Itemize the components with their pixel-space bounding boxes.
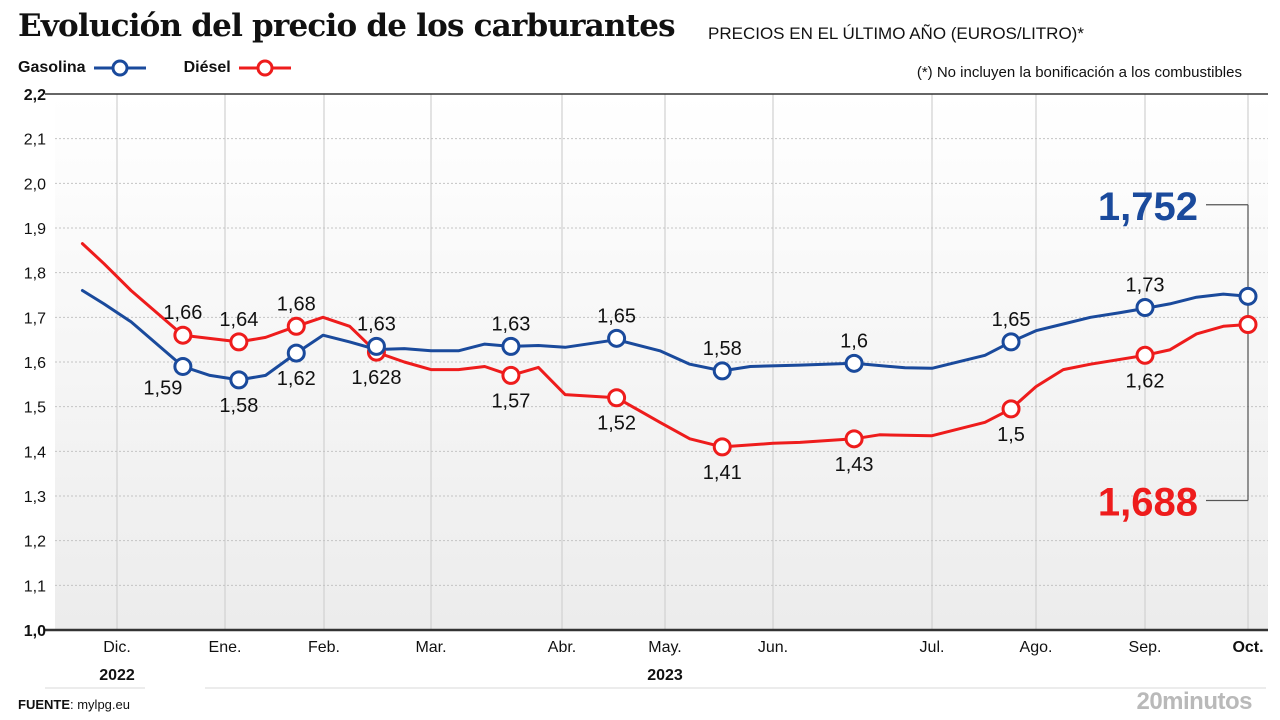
y-tick-label: 2,0	[24, 176, 46, 193]
data-point-gasolina	[286, 343, 306, 363]
plot-background	[55, 94, 1268, 630]
y-tick-label: 1,4	[24, 444, 46, 461]
x-tick-label: Sep.	[1129, 639, 1162, 656]
data-point-gasolina	[844, 353, 864, 373]
x-tick-label: May.	[648, 639, 681, 656]
data-point-gasolina	[501, 336, 521, 356]
data-point-gasolina	[229, 370, 249, 390]
data-label: 1,65	[597, 305, 636, 327]
data-point-diesel	[501, 365, 521, 385]
x-tick-label: Jul.	[920, 639, 945, 656]
data-label: 1,66	[163, 302, 202, 324]
data-point-gasolina	[1135, 298, 1155, 318]
data-point-gasolina	[607, 328, 627, 348]
y-tick-label: 1,3	[24, 489, 46, 506]
data-point-diesel	[607, 388, 627, 408]
y-tick-label: 2,2	[24, 87, 46, 104]
footnote: (*) No incluyen la bonificación a los co…	[916, 64, 1242, 81]
x-tick-label: Jun.	[758, 639, 788, 656]
data-label: 1,62	[1126, 370, 1165, 392]
data-label: 1,63	[491, 313, 530, 335]
data-label: 1,41	[703, 462, 742, 484]
y-tick-label: 1,0	[24, 623, 46, 640]
x-tick-label: Mar.	[415, 639, 446, 656]
source-value: : mylpg.eu	[70, 697, 130, 712]
legend-item-gasolina: Gasolina	[18, 58, 148, 78]
x-tick-label: Oct.	[1232, 639, 1263, 656]
y-tick-label: 1,5	[24, 400, 46, 417]
x-tick-label: Abr.	[548, 639, 576, 656]
data-label: 1,65	[992, 309, 1031, 331]
data-point-diesel	[229, 332, 249, 352]
legend-label-gasolina: Gasolina	[18, 59, 86, 76]
data-point-diesel	[173, 325, 193, 345]
y-tick-label: 1,6	[24, 355, 46, 372]
chart-title: Evolución del precio de los carburantes	[18, 8, 676, 44]
y-tick-label: 1,9	[24, 221, 46, 238]
data-label: 1,628	[351, 367, 401, 389]
series-line-gasolina	[80, 289, 1250, 382]
data-point-diesel	[712, 437, 732, 457]
data-point-diesel	[1001, 399, 1021, 419]
x-tick-label: Ago.	[1020, 639, 1053, 656]
legend-line-marker-icon-diesel	[238, 59, 291, 77]
source-label: FUENTE	[18, 697, 70, 712]
final-value-diesel: 1,688	[1098, 480, 1198, 524]
x-tick-label: Ene.	[209, 639, 242, 656]
data-label: 1,52	[597, 413, 636, 435]
data-point-diesel	[286, 316, 306, 336]
final-value-gasolina: 1,752	[1098, 185, 1198, 229]
y-tick-label: 1,7	[24, 310, 46, 327]
legend: Gasolina Diésel	[18, 58, 323, 78]
data-label: 1,58	[703, 338, 742, 360]
data-point-gasolina	[173, 356, 193, 376]
data-label: 1,57	[491, 390, 530, 412]
data-point-gasolina	[1001, 332, 1021, 352]
data-label: 1,68	[277, 293, 316, 315]
data-label: 1,59	[143, 377, 182, 399]
brand-logo: 20minutos	[1136, 688, 1252, 715]
y-tick-label: 1,2	[24, 534, 46, 551]
y-tick-label: 1,8	[24, 266, 46, 283]
legend-item-diesel: Diésel	[184, 58, 293, 78]
legend-label-diesel: Diésel	[183, 59, 231, 76]
legend-line-marker-icon-gasolina	[93, 59, 146, 77]
data-label: 1,62	[277, 368, 316, 390]
y-tick-label: 2,1	[24, 132, 46, 149]
chart-subtitle: PRECIOS EN EL ÚLTIMO AÑO (EUROS/LITRO)*	[708, 24, 1084, 43]
data-label: 1,6	[840, 330, 868, 352]
data-label: 1,63	[357, 313, 396, 335]
data-point-gasolina	[366, 336, 386, 356]
x-tick-label: Dic.	[103, 639, 131, 656]
data-point-gasolina	[1238, 286, 1258, 306]
data-label: 1,64	[219, 309, 258, 331]
data-point-diesel	[844, 429, 864, 449]
year-label: 2022	[99, 667, 135, 684]
data-point-diesel	[1238, 314, 1258, 334]
data-point-diesel	[1135, 345, 1155, 365]
data-label: 1,5	[997, 424, 1025, 446]
y-tick-label: 1,1	[24, 578, 46, 595]
data-label: 1,58	[219, 395, 258, 417]
source-note: FUENTE: mylpg.eu	[18, 697, 130, 712]
data-point-gasolina	[712, 361, 732, 381]
x-tick-label: Feb.	[308, 639, 340, 656]
data-label: 1,43	[835, 454, 874, 476]
data-label: 1,73	[1126, 275, 1165, 297]
year-label: 2023	[647, 667, 683, 684]
